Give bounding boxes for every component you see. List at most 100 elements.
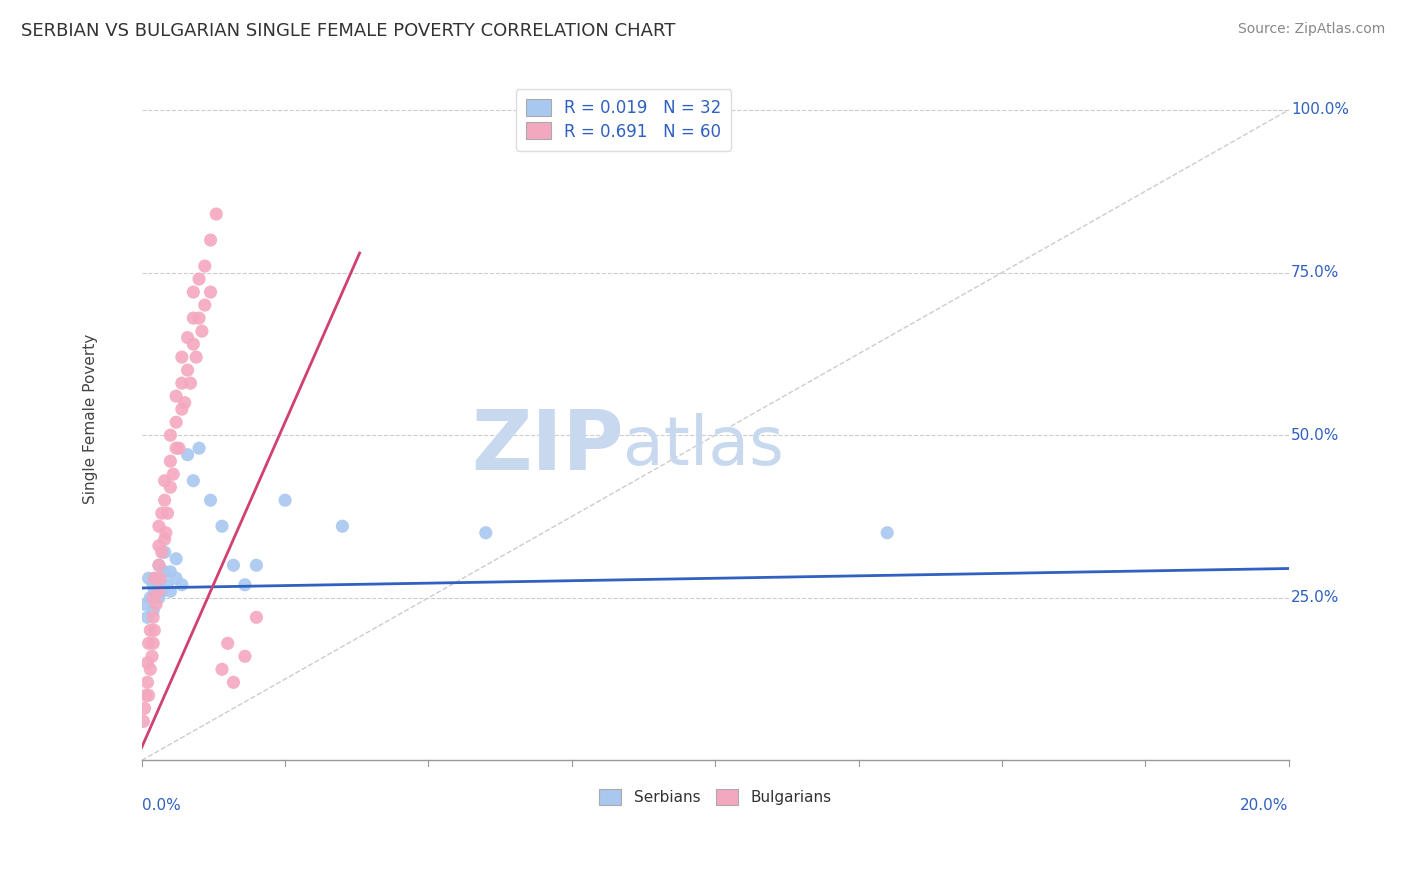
Point [200,285,222,299]
Point [475,525,498,540]
Point [139,591,162,605]
Point [142,578,165,592]
Point [145,571,167,585]
Point [142,604,165,618]
Point [148,584,170,599]
Point [136,610,159,624]
Point [143,584,166,599]
Point [181,285,204,299]
Point [186,350,208,364]
Point [132,714,155,729]
Point [139,662,162,676]
Point [165,571,187,585]
Point [170,578,193,592]
Text: 75.0%: 75.0% [1291,265,1340,280]
Point [179,376,201,391]
Point [222,675,245,690]
Point [173,395,195,409]
Point [150,545,173,559]
Text: atlas: atlas [623,413,785,479]
Point [181,474,204,488]
Point [145,597,167,611]
Point [148,558,170,573]
Point [156,506,179,520]
Point [181,337,204,351]
Point [148,578,170,592]
Point [200,493,222,508]
Point [150,506,173,520]
Point [142,610,165,624]
Point [134,701,156,715]
Point [134,597,156,611]
Point [153,533,176,547]
Text: Single Female Poverty: Single Female Poverty [83,334,98,504]
Point [148,591,170,605]
Point [211,519,233,533]
Point [211,662,233,676]
Point [176,363,198,377]
Point [188,272,211,286]
Point [194,259,217,273]
Point [167,441,190,455]
Point [143,571,166,585]
Point [148,519,170,533]
Point [181,311,204,326]
Point [135,689,157,703]
Point [153,474,176,488]
Point [159,428,181,442]
Point [165,415,187,429]
Point [159,454,181,468]
Point [170,402,193,417]
Point [148,558,170,573]
Point [176,448,198,462]
Point [159,480,181,494]
Point [274,493,297,508]
Point [205,207,228,221]
Point [136,656,159,670]
Point [136,675,159,690]
Point [142,636,165,650]
Point [194,298,217,312]
Point [165,441,187,455]
Point [162,467,184,482]
Point [153,565,176,579]
Point [156,578,179,592]
Point [148,539,170,553]
Point [170,350,193,364]
Text: ZIP: ZIP [471,406,623,487]
Text: 50.0%: 50.0% [1291,427,1340,442]
Point [138,689,160,703]
Point [153,493,176,508]
Point [876,525,898,540]
Point [155,525,177,540]
Point [142,591,165,605]
Point [188,311,211,326]
Point [170,376,193,391]
Point [143,624,166,638]
Point [150,584,173,599]
Point [159,565,181,579]
Point [165,551,187,566]
Text: 100.0%: 100.0% [1291,103,1348,118]
Point [222,558,245,573]
Point [245,558,267,573]
Point [138,571,160,585]
Text: Source: ZipAtlas.com: Source: ZipAtlas.com [1237,22,1385,37]
Point [332,519,354,533]
Point [138,636,160,650]
Text: 20.0%: 20.0% [1240,798,1289,813]
Text: 25.0%: 25.0% [1291,591,1340,606]
Legend: Serbians, Bulgarians: Serbians, Bulgarians [589,780,841,814]
Point [188,441,211,455]
Point [200,233,222,247]
Point [153,545,176,559]
Point [159,584,181,599]
Point [217,636,239,650]
Text: 0.0%: 0.0% [142,798,180,813]
Text: SERBIAN VS BULGARIAN SINGLE FEMALE POVERTY CORRELATION CHART: SERBIAN VS BULGARIAN SINGLE FEMALE POVER… [21,22,675,40]
Point [233,578,256,592]
Point [191,324,214,338]
Point [149,571,172,585]
Point [165,389,187,403]
Point [141,649,163,664]
